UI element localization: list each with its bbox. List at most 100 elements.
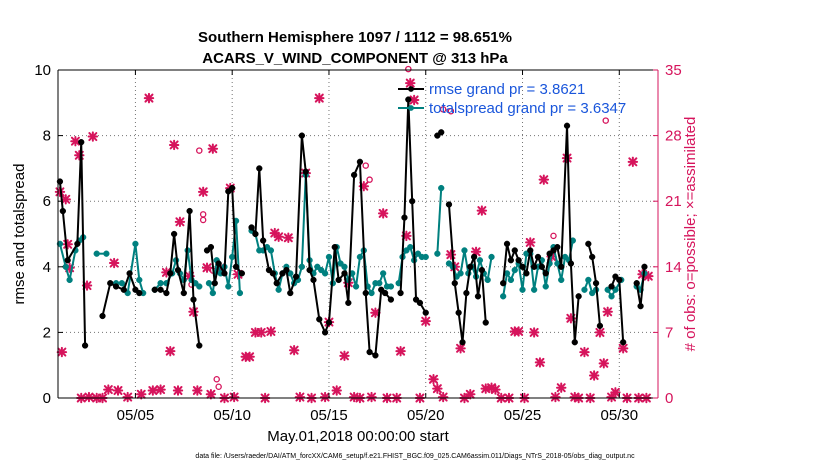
obs-assimilated-marker	[201, 262, 213, 273]
obs-assimilated-marker	[205, 389, 217, 400]
legend-label-rmse: rmse grand pr = 3.8621	[429, 81, 585, 98]
totalspread-point	[103, 250, 110, 257]
rmse-point	[507, 257, 515, 264]
y-tick-left-label: 0	[43, 390, 51, 407]
rmse-point	[558, 263, 565, 270]
rmse-line	[58, 141, 87, 346]
rmse-point	[534, 253, 542, 261]
totalspread-point	[488, 253, 495, 261]
obs-assimilated-marker	[168, 139, 180, 151]
rmse-point	[571, 339, 578, 346]
obs-assimilated-marker	[256, 327, 267, 338]
obs-assimilated-marker	[556, 382, 567, 393]
rmse-line	[587, 243, 601, 326]
totalspread-point	[511, 266, 518, 274]
obs-possible-marker	[196, 147, 203, 154]
obs-assimilated-marker	[339, 350, 350, 362]
obs-assimilated-marker	[87, 131, 99, 142]
totalspread-point	[62, 263, 69, 270]
obs-assimilated-marker	[534, 357, 546, 368]
rmse-point	[538, 263, 546, 270]
rmse-point	[482, 319, 489, 326]
totalspread-point	[500, 293, 507, 300]
totalspread-point	[225, 283, 232, 290]
rmse-point	[641, 263, 648, 270]
rmse-point	[151, 286, 158, 293]
rmse-point	[190, 296, 197, 303]
y-tick-left-label: 8	[43, 128, 51, 145]
rmse-point	[229, 184, 236, 192]
rmse-point	[196, 342, 203, 349]
obs-assimilated-marker	[136, 389, 147, 400]
rmse-point	[350, 171, 358, 179]
rmse-point	[422, 309, 429, 316]
obs-assimilated-marker	[70, 136, 81, 147]
x-tick-label: 05/05	[117, 407, 155, 424]
obs-assimilated-marker	[395, 345, 406, 357]
obs-assimilated-marker	[617, 343, 629, 354]
rmse-point	[474, 293, 482, 300]
rmse-point	[515, 257, 522, 264]
obs-assimilated-marker	[103, 384, 114, 395]
obs-assimilated-marker	[528, 327, 540, 338]
data-file-footer: data file: /Users/raeder/DAI/ATM_forcXX/…	[195, 453, 635, 460]
rmse-point	[478, 266, 486, 274]
obs-possible-marker	[447, 107, 455, 115]
rmse-point	[467, 263, 474, 270]
rmse-point	[387, 296, 395, 303]
totalspread-point	[407, 243, 414, 251]
plot-area	[58, 70, 658, 398]
rmse-point	[269, 270, 276, 277]
rmse-point	[459, 339, 466, 346]
rmse-point	[211, 280, 218, 287]
totalspread-point	[461, 247, 468, 254]
totalspread-point	[387, 283, 395, 290]
rmse-point	[554, 243, 561, 251]
rmse-point	[381, 289, 389, 297]
rmse-point	[331, 243, 338, 251]
rmse-point	[74, 240, 81, 247]
obs-assimilated-marker	[598, 358, 610, 369]
obs-assimilated-marker	[455, 343, 466, 354]
obs-possible-marker	[439, 106, 447, 113]
totalspread-point	[608, 293, 615, 300]
totalspread-point	[275, 286, 282, 293]
rmse-point	[310, 276, 317, 284]
totalspread-point	[507, 276, 515, 284]
obs-assimilated-marker	[314, 92, 325, 104]
obs-assimilated-marker	[428, 374, 439, 385]
totalspread-point	[356, 253, 364, 261]
rmse-point	[107, 280, 114, 287]
totalspread-line	[606, 279, 623, 298]
obs-possible-marker	[199, 216, 207, 224]
rmse-point	[527, 247, 534, 254]
x-axis-label: May.01,2018 00:00:00 start	[267, 428, 449, 445]
x-tick-label: 05/20	[407, 407, 445, 424]
rmse-point	[633, 280, 640, 287]
obs-possible-marker	[366, 176, 373, 183]
obs-assimilated-marker	[108, 257, 120, 269]
rmse-point	[563, 122, 571, 129]
rmse-point	[401, 214, 408, 221]
obs-assimilated-marker	[228, 391, 240, 403]
rmse-point	[362, 289, 369, 297]
rmse-point	[256, 165, 263, 172]
totalspread-point	[438, 184, 445, 192]
obs-assimilated-marker	[143, 92, 155, 104]
chart-subtitle: ACARS_V_WIND_COMPONENT @ 313 hPa	[202, 50, 508, 67]
totalspread-point	[236, 289, 244, 297]
obs-assimilated-marker	[610, 387, 621, 398]
legend-label-totalspread: totalspread grand pr = 3.6347	[429, 100, 626, 117]
totalspread-point	[519, 286, 526, 293]
rmse-point	[287, 289, 294, 297]
rmse-point	[397, 289, 404, 297]
totalspread-point	[376, 280, 383, 287]
obs-assimilated-marker	[513, 326, 524, 337]
rmse-point	[238, 270, 246, 277]
rmse-point	[567, 260, 575, 267]
rmse-point	[500, 280, 507, 287]
rmse-point	[451, 280, 458, 287]
rmse-point	[438, 129, 445, 136]
obs-assimilated-marker	[588, 370, 600, 381]
rmse-point	[64, 257, 71, 264]
